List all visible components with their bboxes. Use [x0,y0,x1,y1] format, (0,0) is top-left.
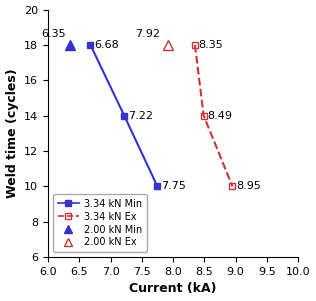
Y-axis label: Weld time (cycles): Weld time (cycles) [6,69,19,198]
Text: 8.35: 8.35 [199,40,223,50]
Text: 6.68: 6.68 [94,40,119,50]
Text: 7.22: 7.22 [128,111,153,121]
Text: 7.75: 7.75 [161,182,186,191]
Text: 7.92: 7.92 [136,29,161,39]
X-axis label: Current (kA): Current (kA) [129,282,217,296]
Text: 8.95: 8.95 [236,182,261,191]
Legend: 3.34 kN Min, 3.34 kN Ex, 2.00 kN Min, 2.00 kN Ex: 3.34 kN Min, 3.34 kN Ex, 2.00 kN Min, 2.… [53,194,147,252]
Text: 8.49: 8.49 [207,111,233,121]
Text: 6.35: 6.35 [41,29,66,39]
